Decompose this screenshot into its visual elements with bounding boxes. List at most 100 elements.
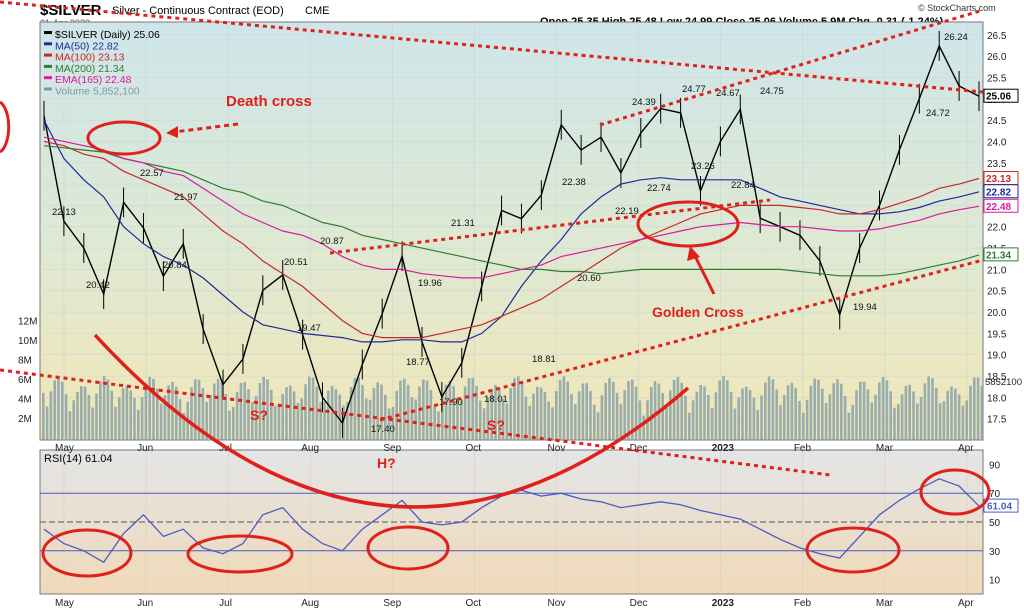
left-shoulder-label: S? — [250, 407, 268, 423]
legend-entry: Volume 5,852,100 — [55, 86, 140, 98]
volume-bar — [973, 377, 976, 440]
volume-bar — [726, 380, 729, 440]
golden-cross-circle — [636, 200, 740, 248]
volume-bar — [399, 380, 402, 440]
volume-bar — [760, 395, 763, 440]
volume-bar — [441, 395, 444, 440]
volume-bar — [342, 405, 345, 440]
volume-bar — [612, 381, 615, 440]
volume-bar — [581, 383, 585, 440]
volume-bar — [627, 381, 630, 440]
volume-bar — [49, 391, 53, 440]
volume-bar — [95, 393, 98, 440]
volume-bar — [574, 404, 577, 440]
volume-bar — [118, 397, 121, 440]
volume-bar — [904, 385, 908, 440]
value-tag: 22.48 — [986, 202, 1011, 213]
chart-symbol: $SILVER — [40, 2, 102, 19]
chart-description: Silver - Continuous Contract (EOD) — [112, 5, 284, 17]
volume-bar — [433, 405, 436, 440]
golden-cross-arrow — [692, 253, 716, 295]
volume-bar — [372, 388, 376, 440]
volume-bar — [365, 398, 368, 440]
rsi-x-tick-label: Dec — [630, 598, 648, 609]
volume-bar — [672, 379, 676, 440]
rsi-x-tick-label: Apr — [958, 598, 974, 609]
volume-bar — [197, 379, 201, 440]
volume-bar — [277, 404, 281, 440]
volume-bar — [501, 398, 505, 440]
chart-exchange: CME — [305, 5, 330, 17]
x-tick-label: Mar — [876, 443, 894, 454]
value-tag: 23.13 — [986, 174, 1011, 185]
volume-bar — [144, 383, 148, 440]
death-cross-circle — [86, 120, 162, 156]
volume-bar — [384, 394, 387, 440]
volume-bar — [239, 382, 243, 440]
price-data-label: 22.57 — [140, 168, 164, 179]
volume-bar — [634, 386, 638, 440]
rsi-circle-jul — [186, 534, 294, 574]
price-tick-label: 26.0 — [987, 52, 1007, 63]
volume-bar — [281, 394, 284, 440]
volume-bar — [965, 400, 968, 440]
volume-bar — [152, 378, 155, 440]
legend-swatch — [44, 42, 52, 46]
rsi-circle-mar — [805, 526, 901, 574]
volume-bar — [695, 391, 699, 440]
price-data-label: 22.13 — [52, 207, 76, 218]
volume-bar — [889, 391, 892, 440]
volume-bar — [836, 379, 839, 440]
volume-bar — [916, 403, 919, 440]
volume-bar — [775, 389, 778, 440]
rsi-x-tick-label: Nov — [548, 598, 566, 609]
price-tick-label: 24.0 — [987, 137, 1007, 148]
volume-bar — [794, 388, 797, 440]
volume-tick-label: 4M — [18, 395, 32, 406]
x-tick-label: Feb — [794, 443, 812, 454]
volume-bar — [866, 389, 870, 440]
volume-bar — [201, 388, 205, 440]
rsi-tick-label: 10 — [989, 576, 1001, 587]
rsi-legend: RSI(14) 61.04 — [44, 453, 112, 465]
volume-bar — [216, 378, 220, 440]
volume-bar — [289, 385, 292, 440]
right-shoulder-label: S? — [487, 417, 505, 433]
volume-bar — [878, 382, 881, 440]
volume-tick-label: 10M — [18, 336, 37, 347]
volume-bar — [505, 403, 509, 440]
volume-bar — [114, 406, 117, 440]
value-tag: 25.06 — [986, 92, 1011, 103]
volume-bar — [319, 401, 322, 440]
volume-bar — [923, 383, 927, 440]
volume-bar — [129, 390, 132, 440]
volume-bar — [745, 386, 748, 440]
volume-bar — [752, 397, 756, 440]
volume-bar — [741, 388, 744, 440]
rsi-x-tick-label: Mar — [876, 598, 894, 609]
volume-bar — [558, 379, 562, 440]
price-data-label: 26.24 — [944, 32, 968, 43]
volume-bar — [520, 383, 524, 440]
volume-bar — [862, 381, 866, 440]
volume-bar — [76, 391, 79, 440]
volume-bar — [555, 391, 558, 440]
price-data-label: 24.75 — [760, 86, 784, 97]
volume-bar — [665, 405, 668, 440]
volume-bar — [110, 390, 113, 440]
volume-bar — [619, 404, 623, 440]
volume-bar — [190, 387, 193, 440]
head-label: H? — [377, 455, 396, 471]
volume-bar — [547, 401, 550, 440]
value-tag: 22.82 — [986, 187, 1011, 198]
volume-bar — [87, 394, 91, 440]
price-tick-label: 20.5 — [987, 287, 1007, 298]
volume-bar — [482, 408, 486, 440]
volume-bar — [140, 397, 144, 440]
volume-bar — [536, 386, 539, 440]
volume-bar — [463, 386, 467, 440]
legend-swatch — [44, 53, 52, 57]
volume-bar — [737, 397, 740, 440]
